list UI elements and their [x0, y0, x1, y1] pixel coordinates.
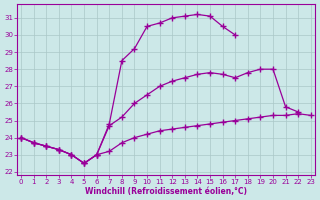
X-axis label: Windchill (Refroidissement éolien,°C): Windchill (Refroidissement éolien,°C): [85, 187, 247, 196]
